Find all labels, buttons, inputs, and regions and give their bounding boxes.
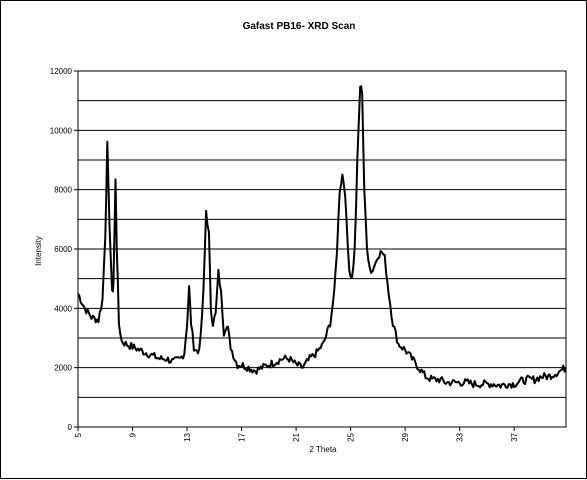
- y-tick-label: 4000: [54, 304, 72, 313]
- x-tick-label: 29: [401, 432, 410, 441]
- x-tick-label: 25: [347, 432, 356, 441]
- y-tick-label: 12000: [50, 67, 73, 76]
- y-tick-label: 8000: [54, 186, 72, 195]
- y-tick-label: 10000: [50, 126, 73, 135]
- y-axis-ticks: 0 2000 4000 6000 8000 10000 12000: [50, 67, 78, 432]
- x-axis-label: 2 Theta: [310, 445, 338, 454]
- series-line: [77, 85, 567, 389]
- y-axis-label: Intensity: [34, 236, 43, 266]
- chart-title: Gafast PB16- XRD Scan: [243, 21, 356, 32]
- y-tick-label: 2000: [54, 364, 72, 373]
- x-axis-ticks: 5 9 13 17 21 25 29 33 37: [74, 427, 519, 442]
- y-tick-label: 6000: [54, 245, 72, 254]
- x-tick-label: 5: [74, 432, 83, 437]
- x-tick-label: 21: [292, 432, 301, 441]
- gridlines: [78, 100, 566, 398]
- x-tick-label: 33: [456, 432, 465, 441]
- x-tick-label: 13: [183, 432, 192, 441]
- x-tick-label: 17: [238, 432, 247, 441]
- y-tick-label: 0: [68, 423, 73, 432]
- x-tick-label: 37: [510, 432, 519, 441]
- x-tick-label: 9: [129, 432, 138, 437]
